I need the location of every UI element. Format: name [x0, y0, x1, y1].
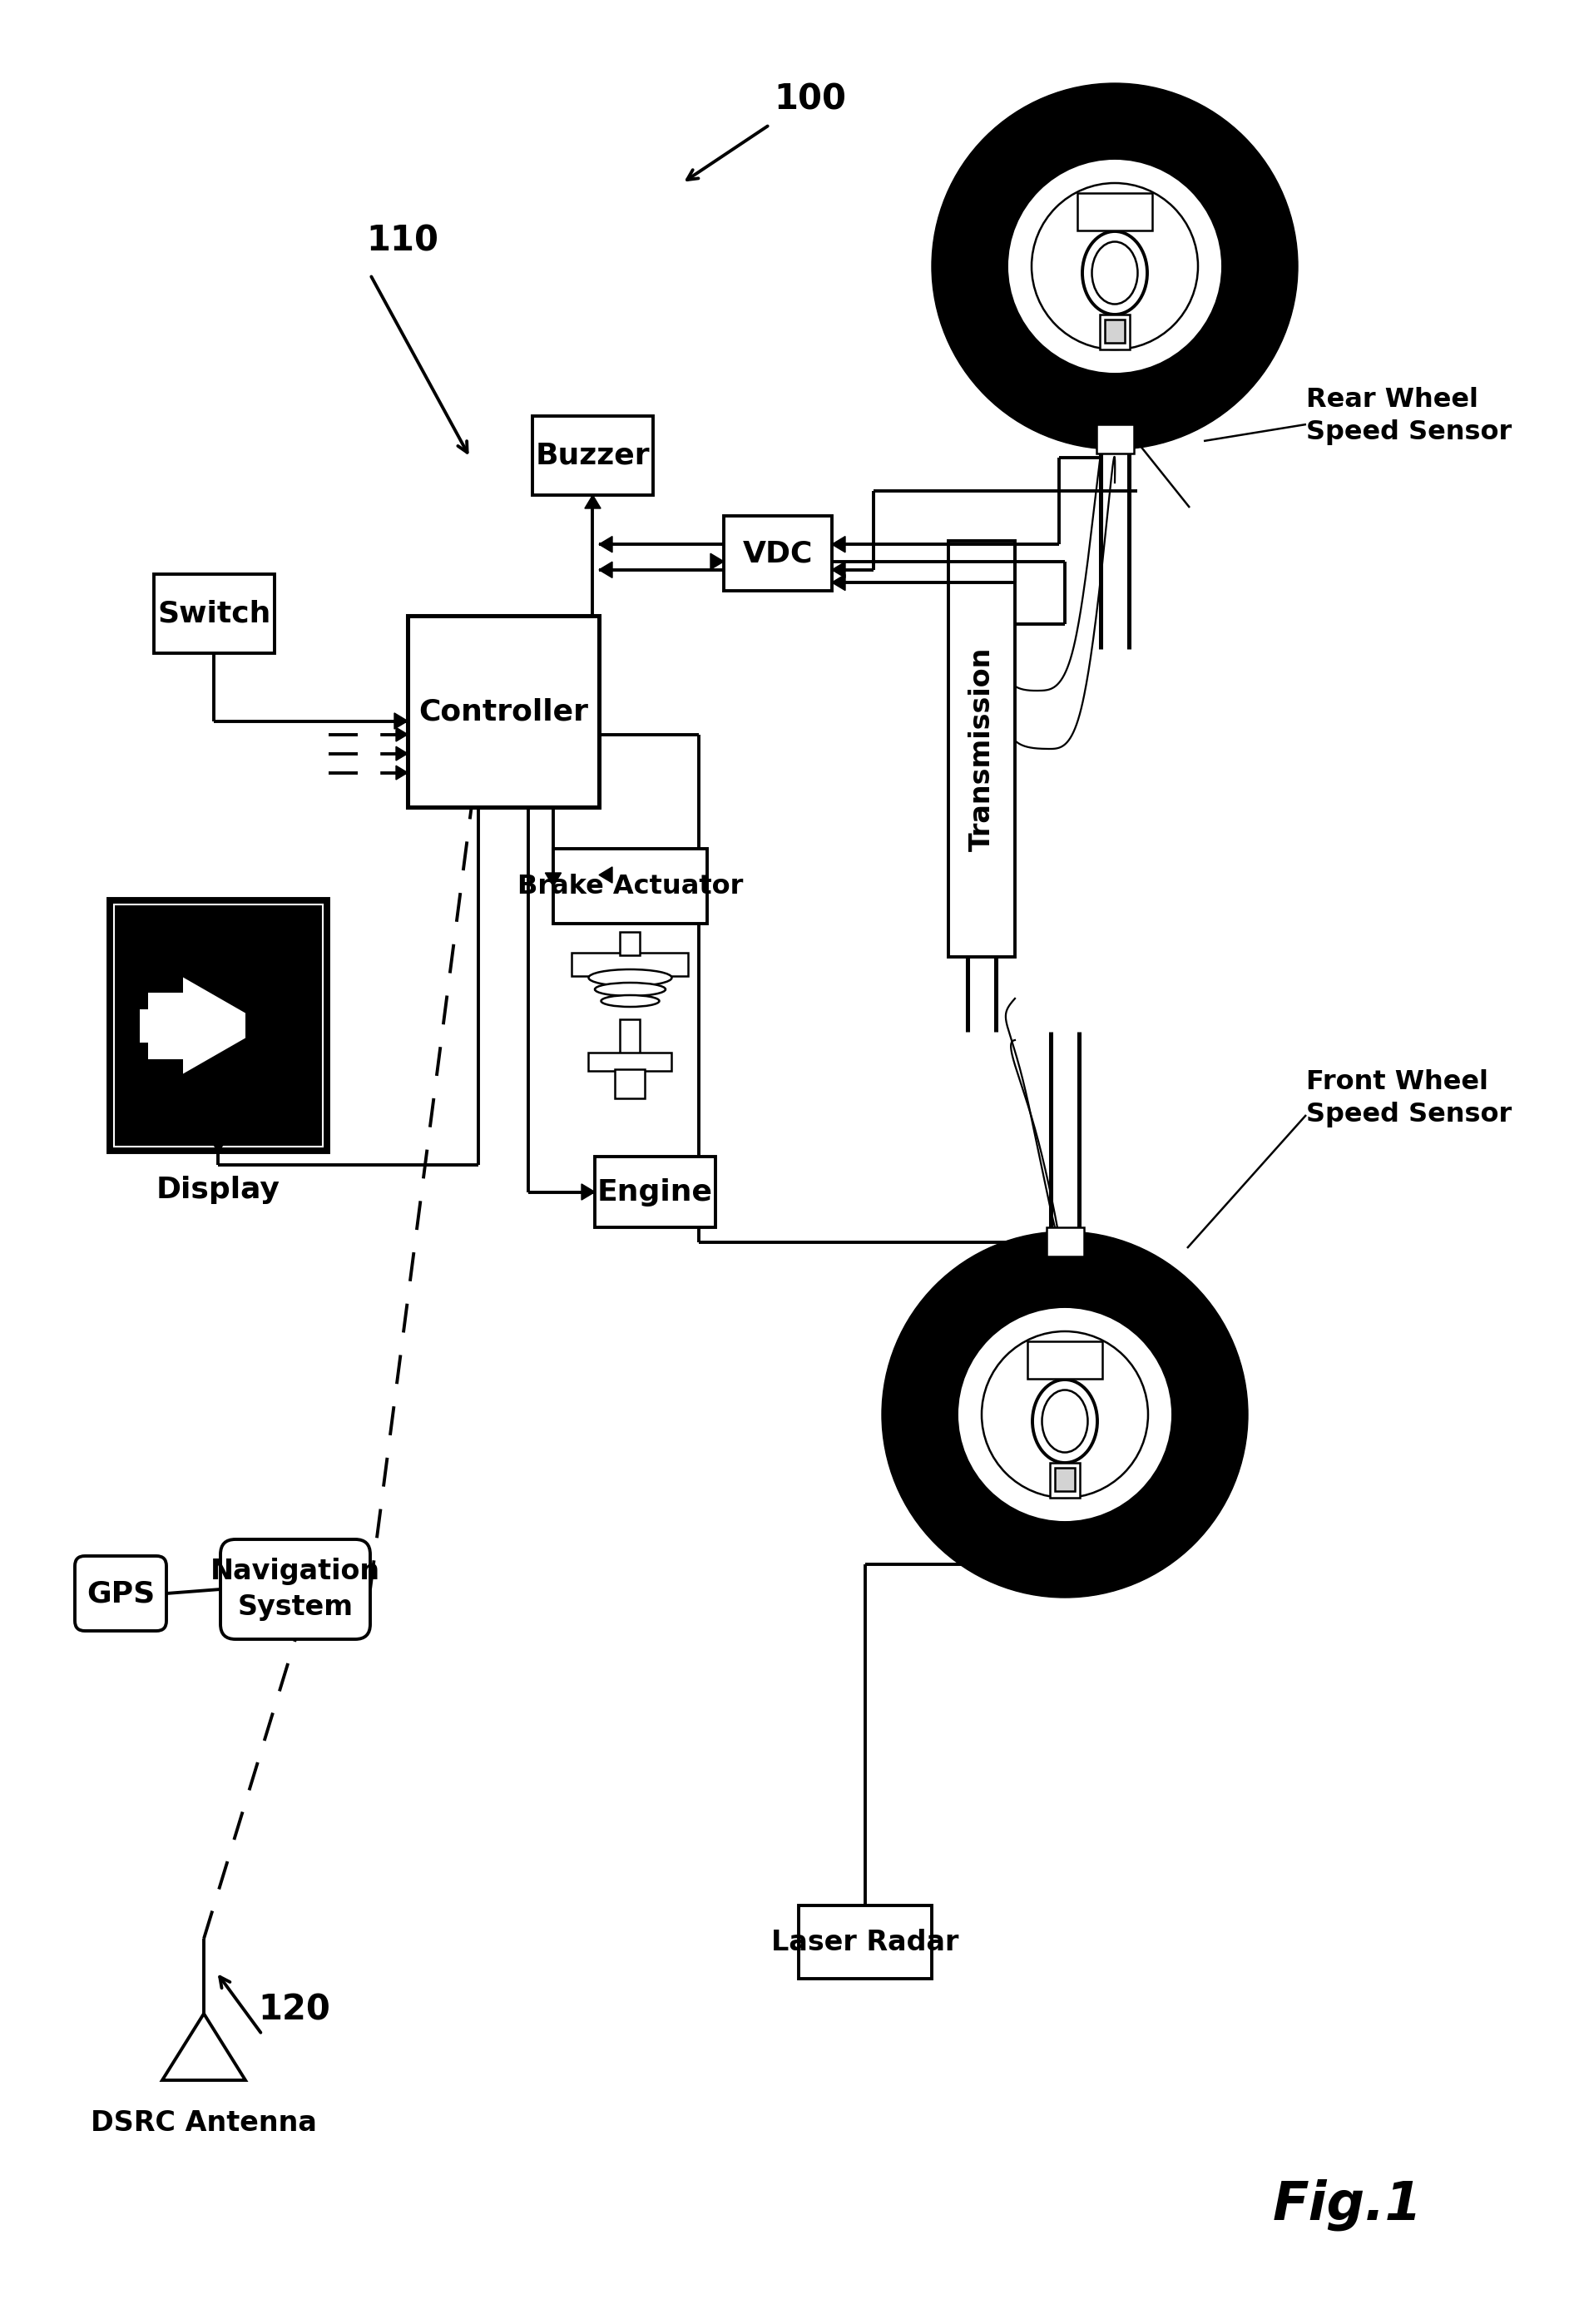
- Circle shape: [1007, 158, 1222, 374]
- Bar: [1028, 1341, 1102, 1378]
- Circle shape: [881, 1232, 1247, 1597]
- Text: Controller: Controller: [418, 697, 587, 725]
- Ellipse shape: [1033, 1380, 1097, 1462]
- Text: GPS: GPS: [87, 1580, 155, 1608]
- Bar: [799, 1906, 932, 1978]
- Text: Front Wheel
Speed Sensor: Front Wheel Speed Sensor: [1306, 1069, 1511, 1127]
- Text: 100: 100: [774, 81, 846, 116]
- Text: VDC: VDC: [742, 539, 813, 567]
- Polygon shape: [545, 874, 561, 885]
- Polygon shape: [396, 727, 407, 741]
- Text: Engine: Engine: [597, 1178, 714, 1206]
- Ellipse shape: [595, 983, 665, 997]
- Polygon shape: [581, 1183, 595, 1199]
- Circle shape: [932, 84, 1298, 449]
- Bar: [1050, 1462, 1080, 1497]
- Bar: [723, 516, 832, 590]
- Bar: [595, 1157, 715, 1227]
- Ellipse shape: [1082, 232, 1148, 314]
- Polygon shape: [832, 537, 845, 553]
- Bar: [616, 1069, 646, 1099]
- FancyBboxPatch shape: [221, 1538, 369, 1638]
- Text: Switch: Switch: [158, 600, 272, 627]
- Polygon shape: [584, 495, 600, 509]
- Text: Laser Radar: Laser Radar: [772, 1929, 958, 1957]
- Bar: [949, 541, 1015, 957]
- Text: 110: 110: [366, 223, 439, 258]
- Text: Display: Display: [156, 1176, 281, 1204]
- Bar: [137, 1041, 148, 1060]
- Polygon shape: [832, 574, 845, 590]
- Bar: [137, 992, 148, 1009]
- Bar: [1101, 314, 1129, 349]
- Text: DSRC Antenna: DSRC Antenna: [90, 2110, 317, 2136]
- Polygon shape: [832, 562, 845, 579]
- Ellipse shape: [1093, 242, 1137, 304]
- Bar: [621, 1020, 639, 1057]
- Bar: [572, 953, 688, 976]
- Circle shape: [982, 1332, 1148, 1497]
- Polygon shape: [396, 746, 407, 760]
- Polygon shape: [598, 537, 613, 553]
- Bar: [532, 416, 654, 495]
- Ellipse shape: [1042, 1390, 1088, 1452]
- Circle shape: [957, 1306, 1173, 1522]
- Circle shape: [1031, 184, 1198, 349]
- Bar: [141, 992, 183, 1060]
- Ellipse shape: [589, 969, 671, 985]
- Polygon shape: [210, 1139, 226, 1153]
- Text: Transmission: Transmission: [968, 646, 995, 851]
- Ellipse shape: [602, 995, 660, 1006]
- Bar: [107, 899, 328, 1153]
- Polygon shape: [395, 713, 407, 730]
- Bar: [1077, 193, 1153, 230]
- Bar: [407, 616, 598, 806]
- Polygon shape: [396, 765, 407, 779]
- Bar: [1055, 1469, 1075, 1492]
- Text: Navigation
System: Navigation System: [210, 1557, 381, 1622]
- Polygon shape: [598, 562, 613, 579]
- Bar: [589, 1053, 671, 1071]
- Bar: [621, 932, 639, 955]
- Text: Fig.1: Fig.1: [1273, 2180, 1423, 2231]
- Polygon shape: [711, 553, 723, 569]
- Bar: [1096, 425, 1134, 453]
- Bar: [114, 904, 322, 1146]
- Text: Buzzer: Buzzer: [535, 442, 651, 469]
- Text: Rear Wheel
Speed Sensor: Rear Wheel Speed Sensor: [1306, 388, 1511, 444]
- Bar: [1047, 1227, 1085, 1257]
- Text: 120: 120: [257, 1992, 330, 2027]
- Text: Brake Actuator: Brake Actuator: [518, 874, 744, 899]
- Bar: [1105, 318, 1124, 344]
- Polygon shape: [624, 941, 638, 953]
- Polygon shape: [598, 867, 613, 883]
- FancyBboxPatch shape: [74, 1557, 166, 1631]
- Bar: [153, 574, 275, 653]
- Polygon shape: [183, 978, 245, 1074]
- Bar: [553, 848, 707, 923]
